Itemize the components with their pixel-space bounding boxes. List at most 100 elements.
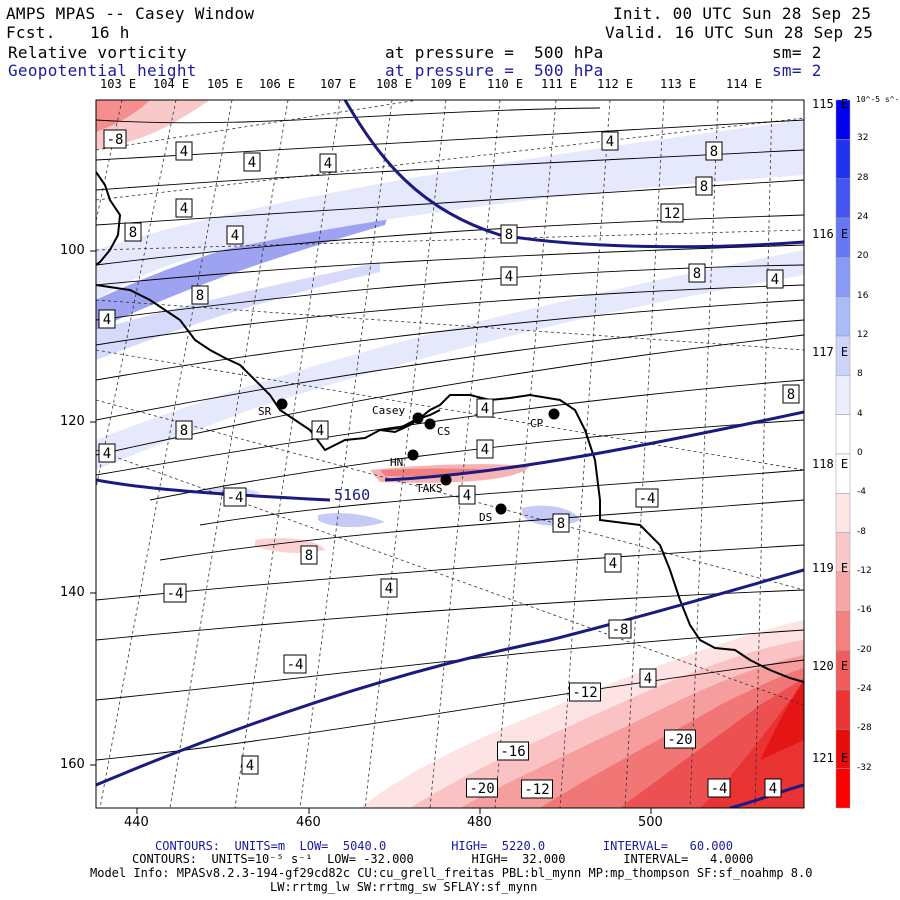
vorticity-label: 8 (688, 263, 706, 283)
right-longitude-label: 115 E (812, 97, 849, 111)
station-dot (548, 408, 560, 420)
footer-model-info: Model Info: MPASv8.2.3-194-gf29cd82c CU:… (90, 866, 813, 880)
valid-time: Valid. 16 UTC Sun 28 Sep 25 (605, 23, 874, 42)
pressure-geopotential: at pressure = 500 hPa (385, 61, 604, 80)
vorticity-label: 4 (476, 398, 494, 418)
vorticity-label: -4 (635, 488, 659, 508)
smoothing-vorticity: sm= 2 (772, 43, 822, 62)
top-longitude-label: 110 E (487, 77, 524, 91)
field-geopotential: Geopotential height (8, 61, 197, 80)
vorticity-label-text: 4 (316, 423, 324, 439)
vorticity-label-text: 4 (769, 781, 777, 797)
top-longitude-label: 104 E (153, 77, 190, 91)
top-longitude-label: 106 E (259, 77, 296, 91)
vorticity-shading (96, 100, 804, 808)
vorticity-label-text: -4 (167, 586, 184, 602)
vorticity-label-text: 8 (505, 227, 513, 243)
vorticity-label-text: 4 (644, 671, 652, 687)
left-axis-label: 140 (60, 585, 85, 600)
vorticity-label: 8 (782, 384, 800, 404)
colorbar-swatch (835, 611, 851, 651)
top-longitude-label: 108 E (376, 77, 413, 91)
colorbar-label: 32 (857, 133, 869, 144)
vorticity-label: 8 (175, 420, 193, 440)
station-dot (424, 418, 436, 430)
right-longitude-label: 120 E (812, 659, 849, 673)
right-longitude-label: 117 E (812, 345, 849, 359)
vorticity-label: -8 (608, 619, 632, 639)
vorticity-label: 4 (766, 269, 784, 289)
vorticity-label: -4 (283, 654, 307, 674)
footer-height-contours: CONTOURS: UNITS=m LOW= 5040.0 HIGH= 5220… (155, 839, 733, 853)
right-longitude-label: 118 E (812, 457, 849, 471)
vorticity-label-text: -8 (107, 132, 124, 148)
plot-frame (95, 99, 805, 809)
vorticity-label: 4 (226, 225, 244, 245)
colorbar-swatch (835, 689, 851, 730)
vorticity-label-text: 4 (248, 155, 256, 171)
vorticity-label: -4 (223, 487, 247, 507)
vorticity-label-text: 8 (180, 423, 188, 439)
station-dot (412, 412, 424, 424)
vorticity-label-text: -12 (524, 782, 549, 798)
vorticity-label-text: -8 (612, 622, 629, 638)
right-longitude-label: 121 E (812, 751, 849, 765)
colorbar-label: -16 (857, 605, 872, 616)
vorticity-label: -20 (466, 778, 498, 798)
vorticity-label-text: -20 (469, 781, 494, 797)
colorbar-unit: 10^-5 s^-1 (856, 95, 900, 104)
colorbar-label: 0 (857, 448, 863, 458)
colorbar-swatch (835, 139, 851, 179)
station-dot (276, 398, 288, 410)
vorticity-label: -12 (569, 682, 601, 702)
vorticity-label-text: 8 (787, 387, 795, 403)
vorticity-label: 4 (319, 153, 337, 173)
colorbar-label: 28 (857, 172, 869, 183)
top-longitude-label: 112 E (597, 77, 634, 91)
footer-physics-info: LW:rrtmg_lw SW:rrtmg_sw SFLAY:sf_mynn (270, 880, 538, 894)
vorticity-label-text: 8 (710, 144, 718, 160)
vorticity-label-text: 4 (505, 269, 513, 285)
top-longitude-label: 107 E (320, 77, 357, 91)
colorbar-label: -12 (857, 566, 872, 576)
forecast-hour: 16 h (90, 23, 130, 42)
vorticity-label: -12 (521, 779, 553, 799)
station-label: HN (390, 456, 403, 469)
vorticity-label: 8 (191, 285, 209, 305)
colorbar-label: -24 (857, 684, 872, 694)
station-dot (440, 474, 452, 486)
colorbar-swatch (835, 375, 851, 415)
vorticity-label: 4 (243, 152, 261, 172)
vorticity-label-text: 8 (129, 225, 137, 241)
vorticity-label-text: 4 (463, 488, 471, 504)
vorticity-label: 8 (695, 176, 713, 196)
colorbar-swatch (835, 296, 851, 337)
vorticity-label: 4 (98, 309, 116, 329)
colorbar-label: -20 (857, 644, 872, 655)
vorticity-label-text: -4 (639, 491, 656, 507)
vorticity-label: 4 (476, 439, 494, 459)
vorticity-label-text: 4 (481, 442, 489, 458)
right-longitude-label: 119 E (812, 561, 849, 575)
vorticity-label-text: 4 (385, 581, 393, 597)
bottom-axis-label: 480 (467, 815, 492, 830)
colorbar (835, 99, 851, 809)
vorticity-label-text: 4 (609, 556, 617, 572)
vorticity-label: -4 (707, 778, 731, 798)
station-markers: SR Casey CS CP HN TAKS DS (258, 398, 560, 524)
colorbar-swatch (835, 493, 851, 533)
vorticity-label-text: 8 (693, 266, 701, 282)
field-vorticity: Relative vorticity (8, 43, 187, 62)
vorticity-label-text: 8 (305, 548, 313, 564)
forecast-label: Fcst. (6, 23, 56, 42)
colorbar-swatch (835, 178, 851, 219)
vorticity-label-text: 4 (606, 134, 614, 150)
vorticity-label: 12 (660, 203, 684, 223)
colorbar-label: -28 (857, 723, 872, 734)
colorbar-swatch (835, 768, 851, 809)
height-contour-label: 5160 (334, 486, 370, 504)
colorbar-swatch (835, 257, 851, 297)
vorticity-label-text: -4 (227, 490, 244, 506)
vorticity-label-text: -4 (287, 657, 304, 673)
